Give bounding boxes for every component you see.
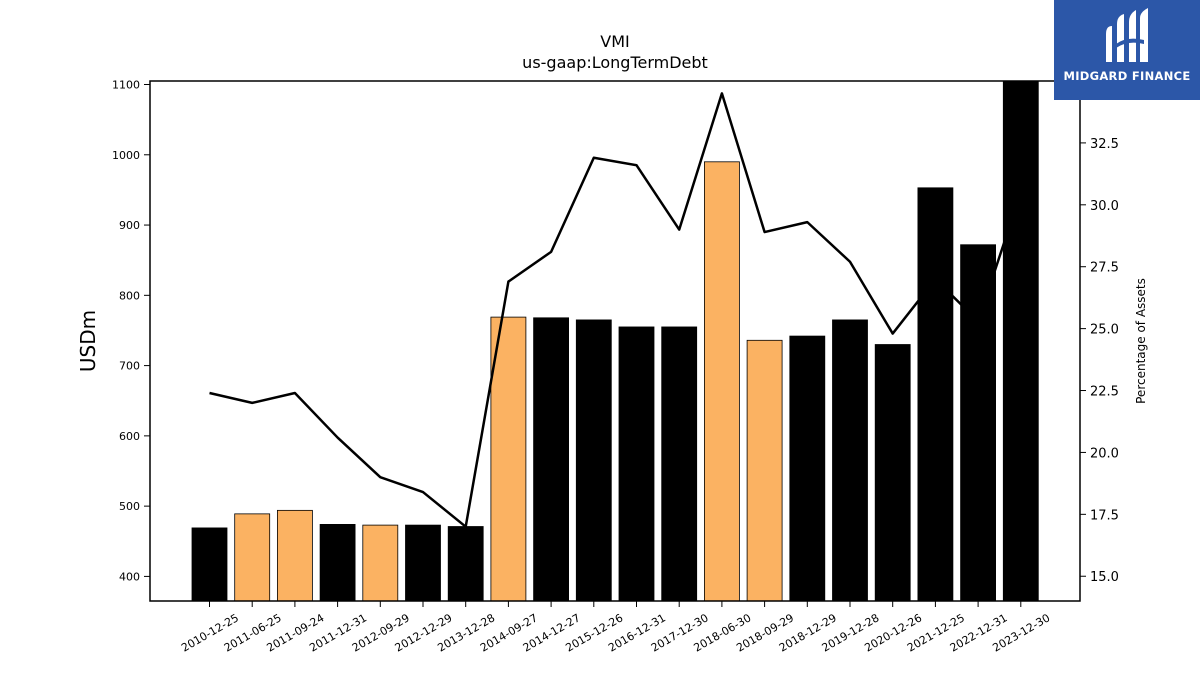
y-axis-left: 400 500 600 700 800 900 1000 1100	[112, 79, 150, 583]
y2-tick-label: 20.0	[1090, 446, 1119, 461]
y2-tick-label: 32.5	[1090, 137, 1119, 152]
bar	[874, 344, 911, 601]
bar	[575, 319, 612, 601]
y2-axis-label: Percentage of Assets	[1134, 278, 1148, 404]
bar	[405, 524, 441, 601]
bar	[704, 161, 740, 601]
bar	[618, 326, 655, 601]
y-tick-label: 500	[119, 500, 140, 513]
y-tick-label: 900	[119, 219, 140, 232]
bars-group	[191, 81, 1039, 601]
bar	[832, 319, 868, 601]
y2-tick-label: 15.0	[1090, 570, 1119, 585]
bar	[362, 524, 399, 601]
y-tick-label: 1000	[112, 149, 140, 162]
pct-line-group	[209, 92, 1022, 528]
pct-assets-line	[209, 92, 1022, 528]
y2-tick-label: 27.5	[1090, 261, 1119, 276]
logo-text: MIDGARD FINANCE	[1063, 69, 1191, 83]
y-tick-label: 400	[119, 570, 140, 583]
y-tick-label: 700	[119, 360, 140, 373]
bar	[191, 527, 228, 601]
logo-mark-icon	[1106, 8, 1148, 62]
bar	[490, 316, 527, 601]
y2-tick-label: 22.5	[1090, 385, 1119, 400]
bar	[276, 509, 313, 601]
bar	[746, 339, 783, 601]
x-axis: 2010-12-252011-06-252011-09-242011-12-31…	[179, 601, 1052, 655]
y-axis-right: 15.0 17.5 20.0 22.5 25.0 27.5 30.0 32.5	[1080, 137, 1119, 585]
bar	[447, 526, 484, 601]
y-axis-label: USDm	[76, 310, 100, 372]
bar	[789, 335, 826, 601]
chart-subtitle: us-gaap:LongTermDebt	[522, 53, 708, 72]
bar	[319, 524, 356, 601]
bar	[1002, 81, 1039, 601]
bar	[917, 187, 954, 601]
bar	[234, 513, 271, 601]
y2-tick-label: 30.0	[1090, 199, 1119, 214]
y-tick-label: 1100	[112, 79, 140, 92]
plot-frame	[149, 80, 1081, 602]
bar	[533, 317, 569, 601]
logo: MIDGARD FINANCE	[1054, 0, 1200, 100]
chart-title: VMI	[600, 32, 630, 51]
y-tick-label: 600	[119, 430, 140, 443]
bar	[960, 244, 996, 601]
y2-tick-label: 25.0	[1090, 323, 1119, 338]
y-tick-label: 800	[119, 289, 140, 302]
y2-tick-label: 17.5	[1090, 508, 1119, 523]
bar	[661, 326, 698, 601]
